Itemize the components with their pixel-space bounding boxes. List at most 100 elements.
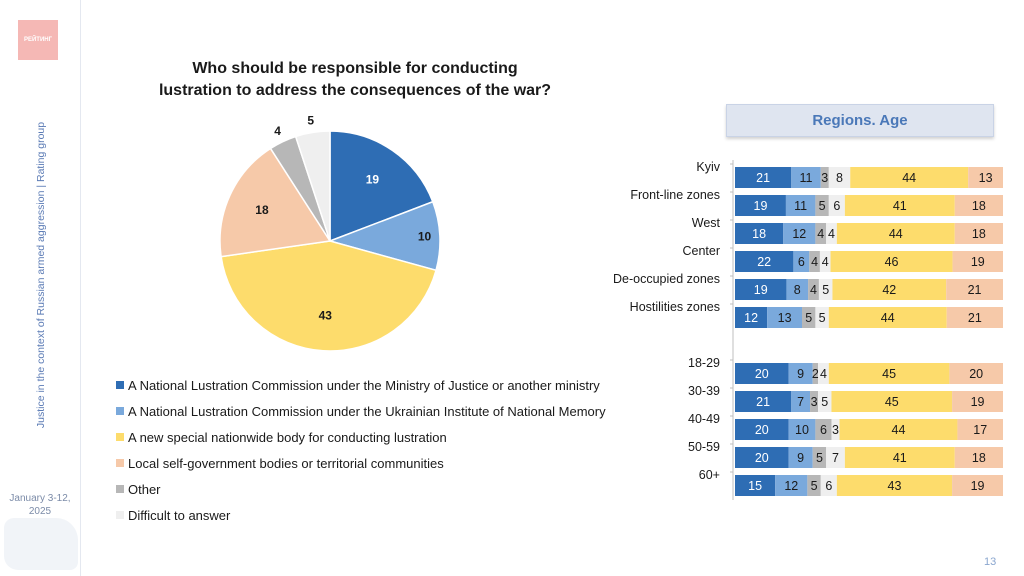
sidebar: РЕЙТИНГ Justice in the context of Russia… (0, 0, 81, 576)
bar-value-label: 21 (756, 395, 770, 409)
bar-segment (819, 251, 831, 272)
bar-value-label: 4 (811, 255, 818, 269)
bar-value-label: 19 (971, 255, 985, 269)
bar-value-label: 4 (810, 283, 817, 297)
bar-segment (820, 475, 837, 496)
bar-value-label: 6 (833, 199, 840, 213)
legend-swatch (116, 381, 124, 389)
bar-segment (830, 251, 953, 272)
legend-swatch (116, 459, 124, 467)
bar-segment (844, 447, 955, 468)
legend-swatch (116, 485, 124, 493)
bar-value-label: 5 (816, 451, 823, 465)
legend-swatch (116, 407, 124, 415)
bar-segment (785, 195, 816, 216)
category-label: 30-39 (688, 384, 720, 398)
bar-segment (836, 223, 955, 244)
pie-slice (219, 147, 332, 258)
pie-slice (220, 240, 437, 352)
bar-value-label: 4 (828, 227, 835, 241)
bar-segment (828, 307, 947, 328)
pie-value-label: 43 (319, 309, 333, 323)
bar-value-label: 5 (819, 311, 826, 325)
bar-value-label: 41 (893, 199, 907, 213)
regions-age-badge: Regions. Age (726, 104, 994, 137)
bar-segment (850, 167, 969, 188)
bar-segment (844, 195, 955, 216)
category-label: Front-line zones (630, 188, 720, 202)
bar-value-label: 44 (889, 227, 903, 241)
bar-segment (786, 279, 809, 300)
bar-segment (826, 447, 845, 468)
bar-segment (735, 447, 789, 468)
bar-value-label: 5 (805, 311, 812, 325)
pie-slice (329, 130, 434, 243)
bar-value-label: 12 (792, 227, 806, 241)
bar-segment (954, 223, 1003, 244)
bar-segment (802, 307, 816, 328)
bar-value-label: 3 (811, 395, 818, 409)
vertical-report-title: Justice in the context of Russian armed … (35, 121, 47, 429)
ukraine-map-icon (4, 518, 78, 570)
bar-value-label: 5 (821, 395, 828, 409)
bar-segment (810, 391, 819, 412)
pie-chart: 19 10 43 18 4 5 (219, 114, 441, 352)
pie-chart-title: Who should be responsible for conducting… (120, 58, 590, 102)
bar-segment (820, 167, 829, 188)
bar-segment (735, 195, 786, 216)
bar-segment (946, 279, 1003, 300)
bar-value-label: 11 (800, 171, 813, 185)
rating-logo: РЕЙТИНГ (18, 20, 58, 60)
bar-segment (735, 167, 792, 188)
pie-value-label: 19 (366, 172, 380, 186)
bar-value-label: 13 (778, 311, 792, 325)
legend-swatch (116, 511, 124, 519)
bar-value-label: 8 (794, 283, 801, 297)
bar-value-label: 42 (882, 283, 896, 297)
bar-segment (946, 307, 1003, 328)
bar-segment (735, 279, 787, 300)
legend-item: Local self-government bodies or territor… (116, 450, 606, 476)
bar-value-label: 17 (973, 423, 987, 437)
bar-segment (957, 419, 1003, 440)
bar-value-label: 44 (902, 171, 916, 185)
bar-segment (818, 363, 829, 384)
category-label: 18-29 (688, 356, 720, 370)
bar-segment (818, 391, 832, 412)
bar-segment (793, 251, 810, 272)
bar-segment (952, 475, 1003, 496)
survey-date: January 3-12, 2025 (9, 493, 71, 517)
bar-segment (791, 391, 811, 412)
bar-value-label: 21 (968, 283, 982, 297)
bar-segment (775, 475, 808, 496)
bar-segment (949, 363, 1003, 384)
bar-segment (815, 223, 827, 244)
pie-value-label: 18 (255, 203, 269, 217)
bar-value-label: 7 (797, 395, 804, 409)
bar-value-label: 12 (744, 311, 758, 325)
category-label: West (692, 216, 721, 230)
bar-value-label: 20 (755, 451, 769, 465)
bar-segment (735, 391, 792, 412)
bar-segment (809, 251, 820, 272)
bar-value-label: 18 (972, 451, 986, 465)
category-label: Kyiv (696, 160, 720, 174)
bar-segment (952, 391, 1003, 412)
bar-value-label: 9 (797, 367, 804, 381)
bar-segment (836, 475, 953, 496)
bar-value-label: 44 (881, 311, 895, 325)
bar-value-label: 7 (832, 451, 839, 465)
bar-segment (828, 363, 950, 384)
bar-segment (815, 419, 832, 440)
bar-value-label: 18 (972, 227, 986, 241)
bar-segment (807, 475, 821, 496)
bar-value-label: 15 (748, 479, 762, 493)
category-label: 50-59 (688, 440, 720, 454)
legend-label: A National Lustration Commission under t… (128, 377, 600, 393)
bar-value-label: 11 (794, 199, 807, 213)
bar-value-label: 10 (795, 423, 809, 437)
legend-label: A new special nationwide body for conduc… (128, 429, 447, 445)
bar-value-label: 4 (820, 367, 827, 381)
bar-value-label: 21 (756, 171, 770, 185)
